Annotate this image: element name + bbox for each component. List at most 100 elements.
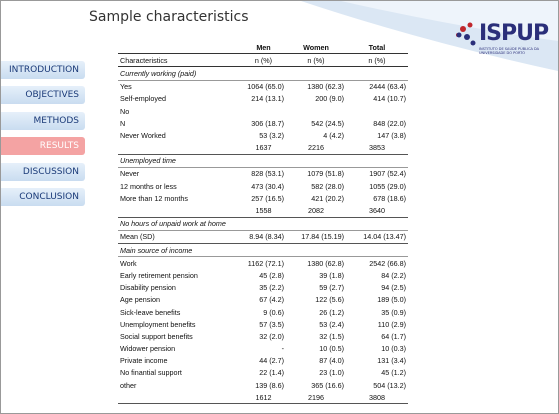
cell: 306 (18.7) <box>251 118 284 128</box>
total-cell: 1612 <box>241 391 286 405</box>
results-table: Men Women Total Characteristics n (%) n (%) n … <box>118 41 408 405</box>
section-row: Main source of income <box>118 242 408 258</box>
cell: 57 (3.5) <box>259 319 284 329</box>
logo: ISPUP <box>479 21 549 46</box>
cell <box>241 105 286 117</box>
section-label: No hours of unpaid work at home <box>118 216 408 231</box>
total-cell: 2082 <box>286 204 346 218</box>
nav-button[interactable]: RESULTS <box>1 137 85 156</box>
header-row: Men Women Total <box>118 41 408 55</box>
data-row: other 139 (8.6) 365 (16.6) 504 (13.2) <box>118 379 408 391</box>
section-row: Unemployed time <box>118 153 408 168</box>
cell: 59 (2.7) <box>319 283 344 293</box>
row-label: Self-employed <box>120 94 166 104</box>
row-label: Never Worked <box>120 130 166 140</box>
cell: 4 (4.2) <box>323 130 344 140</box>
slide-title: Sample characteristics <box>89 9 249 25</box>
cell: 2444 (63.4) <box>369 82 406 92</box>
section-row: No hours of unpaid work at home <box>118 216 408 231</box>
cell: - <box>281 344 284 354</box>
section-label: Currently working (paid) <box>118 66 408 81</box>
nav-button[interactable]: DISCUSSION <box>1 162 85 181</box>
cell: 1064 (65.0) <box>247 82 284 92</box>
cell: 22 (1.4) <box>259 368 284 378</box>
cell: 17.84 (15.19) <box>301 232 344 242</box>
nav-button[interactable]: OBJECTIVES <box>1 86 85 105</box>
row-label: Early retirement pension <box>120 270 198 280</box>
data-row: Work 1162 (72.1) 1380 (62.8) 2542 (66.8) <box>118 257 408 270</box>
row-label: No finantial support <box>120 368 182 378</box>
cell: 504 (13.2) <box>373 380 406 390</box>
row-label: Age pension <box>120 295 160 305</box>
cell: 94 (2.5) <box>381 283 406 293</box>
cell: 39 (1.8) <box>319 270 344 280</box>
cell: 32 (2.0) <box>259 331 284 341</box>
cell: 84 (2.2) <box>381 270 406 280</box>
row-label: Private income <box>120 356 168 366</box>
cell: 110 (2.9) <box>377 319 406 329</box>
header-cell: Men <box>241 41 286 55</box>
cell: 1162 (72.1) <box>247 258 284 268</box>
cell <box>118 391 241 405</box>
subheader-cell: n (%) <box>241 53 286 68</box>
cell: 9 (0.6) <box>263 307 284 317</box>
cell <box>286 105 346 117</box>
subheader-cell: n (%) <box>346 53 408 68</box>
cell: 1907 (52.4) <box>369 169 406 179</box>
data-row: N 306 (18.7) 542 (24.5) 848 (22.0) <box>118 117 408 129</box>
header-cell: Women <box>286 41 346 55</box>
nav-button[interactable]: METHODS <box>1 111 85 130</box>
data-row: Early retirement pension 45 (2.8) 39 (1.8)… <box>118 269 408 281</box>
subheader-cell: Characteristics <box>118 53 241 68</box>
cell: 542 (24.5) <box>311 118 344 128</box>
cell: 139 (8.6) <box>255 380 284 390</box>
cell: 1380 (62.3) <box>307 82 344 92</box>
total-cell: 3640 <box>346 204 408 218</box>
total-cell: 1637 <box>241 141 286 155</box>
data-row: Widower pension - 10 (0.5) 10 (0.3) <box>118 343 408 355</box>
data-row: Age pension 67 (4.2) 122 (5.6) 189 (5.0) <box>118 294 408 306</box>
cell: 122 (5.6) <box>315 295 344 305</box>
section-label: Unemployed time <box>118 153 408 168</box>
cell <box>118 204 241 218</box>
cell: 473 (30.4) <box>251 181 284 191</box>
cell: 1055 (29.0) <box>369 181 406 191</box>
cell: 10 (0.5) <box>319 344 344 354</box>
data-row: Disability pension 35 (2.2) 59 (2.7) 94 (2.… <box>118 282 408 294</box>
cell: 2542 (66.8) <box>369 258 406 268</box>
row-label: Widower pension <box>120 344 176 354</box>
total-row: 1637 2216 3853 <box>118 141 408 155</box>
data-row: Social support benefits 32 (2.0) 32 (1.5) 6… <box>118 330 408 342</box>
total-cell: 1558 <box>241 204 286 218</box>
row-label: Disability pension <box>120 283 176 293</box>
row-label: Work <box>120 258 137 268</box>
cell: 14.04 (13.47) <box>363 232 406 242</box>
cell: 214 (13.1) <box>251 94 284 104</box>
cell: 44 (2.7) <box>259 356 284 366</box>
section-label: Main source of income <box>118 242 408 258</box>
data-row: No finantial support 22 (1.4) 23 (1.0) 45 (… <box>118 367 408 379</box>
cell: 45 (1.2) <box>381 368 406 378</box>
subheader-cell: n (%) <box>286 53 346 68</box>
cell: 848 (22.0) <box>373 118 406 128</box>
cell: 257 (16.5) <box>251 193 284 203</box>
cell: 421 (20.2) <box>311 193 344 203</box>
logo-subtitle: INSTITUTO DE SAÚDE PÚBLICA DA UNIVERSIDA… <box>479 47 540 55</box>
nav-button[interactable]: INTRODUCTION <box>1 61 85 79</box>
data-row: More than 12 months 257 (16.5) 421 (20.2) 6… <box>118 192 408 204</box>
cell: 53 (3.2) <box>259 130 284 140</box>
nav-button[interactable]: CONCLUSION <box>1 188 85 206</box>
cell <box>346 105 408 117</box>
cell: 828 (53.1) <box>251 169 284 179</box>
header-cell <box>118 41 241 55</box>
data-row: Private income 44 (2.7) 87 (4.0) 131 (3.4) <box>118 355 408 367</box>
cell: 8.94 (8.34) <box>249 232 284 242</box>
cell: 200 (9.0) <box>315 94 344 104</box>
data-row: Unemployment benefits 57 (3.5) 53 (2.4) 110… <box>118 318 408 330</box>
cell: 35 (0.9) <box>381 307 406 317</box>
row-label: Yes <box>120 82 132 92</box>
total-row: 1558 2082 3640 <box>118 204 408 218</box>
row-label: N <box>120 118 126 128</box>
data-row: No <box>118 105 408 117</box>
